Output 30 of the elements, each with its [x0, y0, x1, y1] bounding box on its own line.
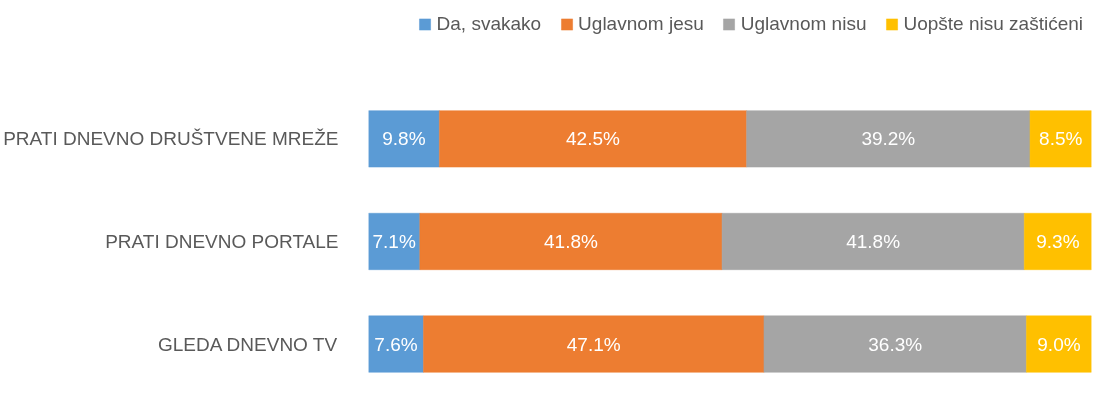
bar — [1024, 213, 1092, 270]
bar — [368, 110, 440, 168]
legend-label: Uglavnom nisu — [740, 13, 867, 35]
data-label: 9.3% — [1036, 230, 1080, 252]
data-label: 8.5% — [1039, 128, 1083, 150]
y-tick-label: GLEDA DNEVNO TV — [157, 333, 338, 355]
data-label: 39.2% — [861, 128, 916, 150]
bar — [368, 315, 424, 373]
bar — [1026, 315, 1092, 373]
legend-label: Uopšte nisu zaštićeni — [903, 13, 1083, 35]
data-label: 7.6% — [374, 333, 418, 355]
data-label: 41.8% — [544, 230, 598, 252]
legend-label: Uglavnom jesu — [578, 13, 704, 35]
bar — [763, 315, 1027, 373]
bar — [419, 213, 723, 270]
data-label: 36.3% — [868, 333, 923, 355]
data-label: 7.1% — [372, 230, 416, 252]
bar — [1029, 110, 1092, 168]
y-tick-label: PRATI DNEVNO DRUŠTVENE MREŽE — [3, 128, 339, 150]
data-label: 41.8% — [846, 230, 901, 252]
legend-label: Da, svakako — [436, 13, 542, 35]
data-label: 9.8% — [382, 128, 426, 150]
data-label: 47.1% — [566, 333, 621, 355]
bar — [439, 110, 747, 168]
data-label: 9.0% — [1037, 333, 1081, 355]
y-tick-label: PRATI DNEVNO PORTALE — [105, 230, 339, 252]
bar — [746, 110, 1031, 168]
bar — [423, 315, 765, 373]
bar — [721, 213, 1025, 270]
data-label: 42.5% — [566, 128, 621, 150]
